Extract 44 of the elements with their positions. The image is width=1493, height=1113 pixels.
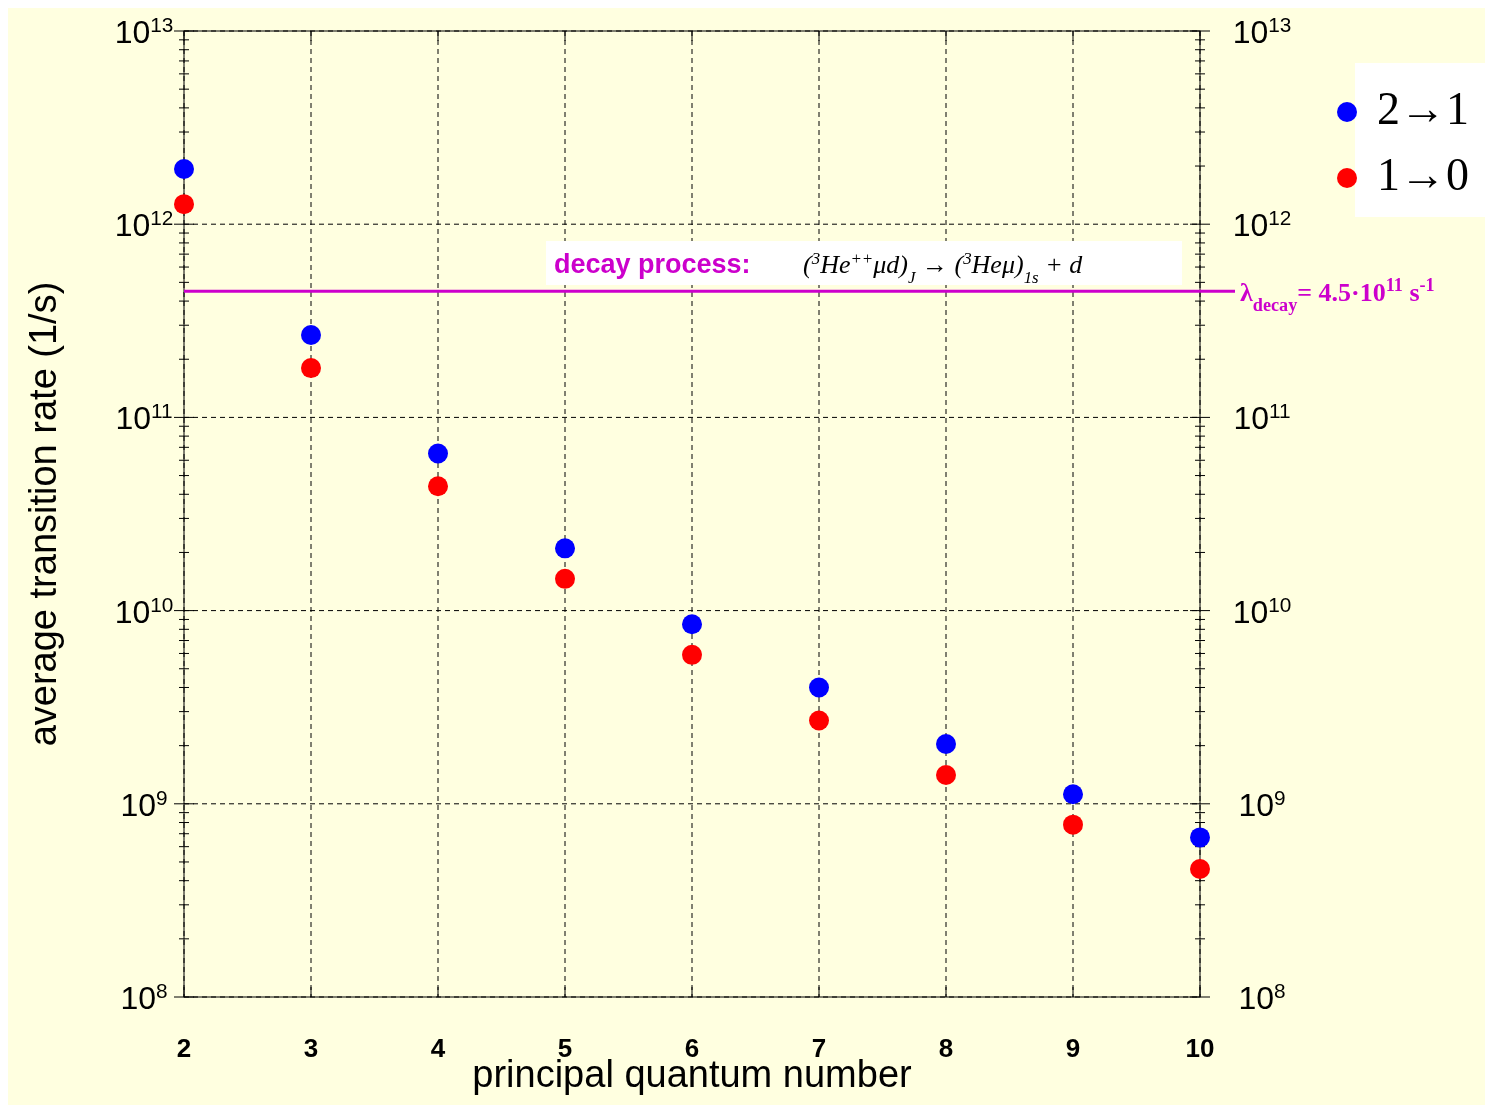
y-tick-label: 10$^{8}$: [120, 978, 168, 1016]
text: 10$^{8}$: [1238, 978, 1286, 1016]
text: 10$^{9}$: [1238, 785, 1286, 823]
legend-label: 2→1: [1377, 83, 1469, 134]
y-tick-label: 10$^{10}$: [114, 592, 174, 630]
x-tick-label: 10: [1185, 1033, 1215, 1063]
point: [301, 358, 321, 379]
point: [682, 614, 702, 635]
point: [682, 644, 702, 665]
point: [428, 476, 448, 497]
point: [936, 733, 956, 754]
text: ($^{3}$He$^{++}$μd)$_{J}$ → ($^{3}$Heμ)$_{1s}$ + d: [803, 248, 1083, 287]
annotation: decay process:: [554, 249, 751, 279]
text: 10$^{12}$: [1232, 205, 1292, 244]
text: 10$^{10}$: [1232, 592, 1292, 630]
point: [174, 159, 194, 180]
point: [428, 443, 448, 464]
point: [555, 538, 575, 559]
y-tick-label: 10$^{9}$: [120, 785, 168, 823]
text: 10$^{11}$: [1233, 398, 1291, 437]
y-tick-label: 10$^{13}$: [114, 12, 174, 50]
y-axis-title: average transition rate (1/s): [22, 281, 64, 747]
point: [1190, 827, 1210, 848]
point: [936, 764, 956, 785]
point: [555, 568, 575, 589]
point: [174, 194, 194, 215]
point: [809, 710, 829, 731]
y-tick-label: 10$^{11}$: [115, 398, 173, 437]
x-tick-label: 3: [303, 1033, 319, 1063]
y-tick-label: 10$^{12}$: [114, 205, 174, 244]
point: [809, 677, 829, 698]
point: [1063, 814, 1083, 835]
x-tick-label: 8: [938, 1033, 954, 1063]
x-tick-label: 9: [1065, 1033, 1081, 1063]
x-tick-label: 7: [811, 1033, 827, 1063]
x-tick-label: 2: [176, 1033, 192, 1063]
point: [1063, 784, 1083, 805]
point: [1190, 858, 1210, 879]
text: 10$^{13}$: [1232, 12, 1292, 50]
text: λ$_{decay}$= 4.5·10$^{11}$ s$^{-1}$: [1240, 275, 1435, 316]
x-tick-label: 4: [430, 1033, 446, 1063]
legend-label: 1→0: [1377, 149, 1469, 200]
point: [301, 325, 321, 345]
x-tick-label: 6: [684, 1033, 700, 1063]
